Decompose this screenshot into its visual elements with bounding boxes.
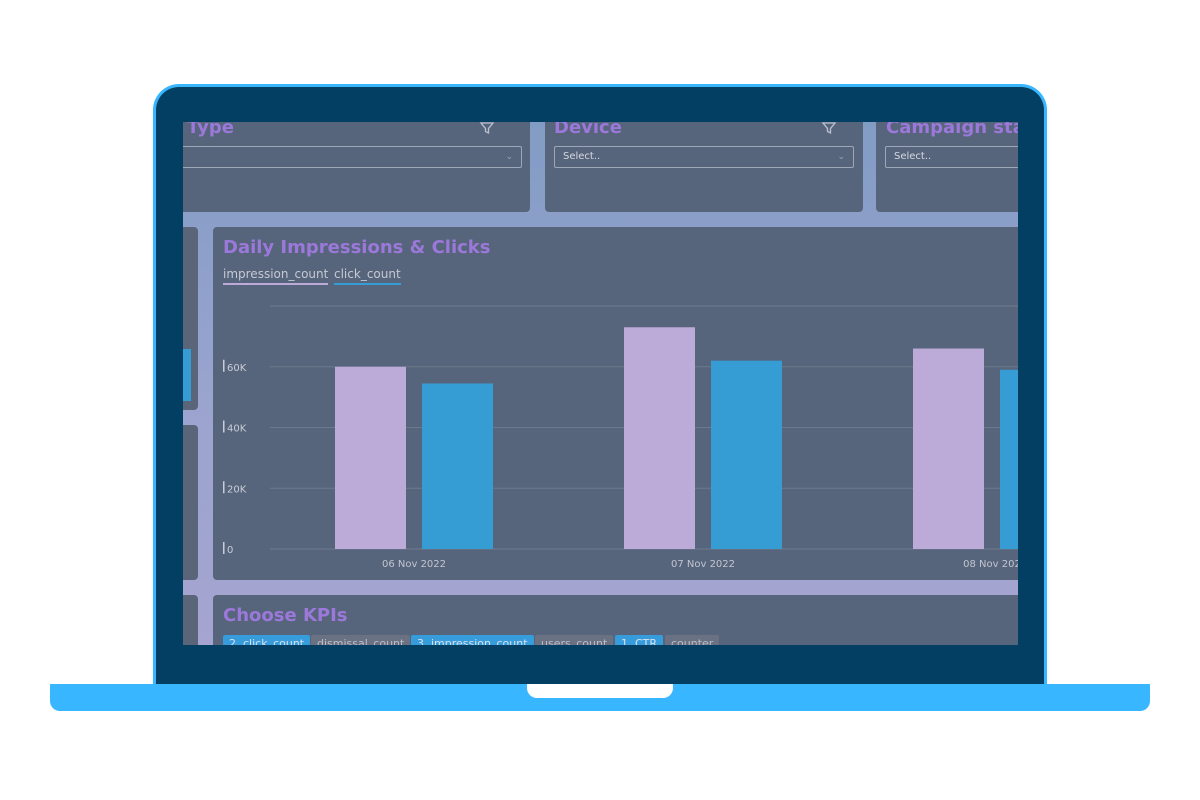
kpi-panel: Choose KPIs 2. click_count dismissal_coun… xyxy=(213,595,1018,645)
bar-impression-count xyxy=(624,327,695,549)
ytick-label: 0 xyxy=(227,545,233,556)
filter-panel-type: Type ⌄ xyxy=(183,122,530,212)
filter-panel-campaign-status: Campaign stat Select.. xyxy=(876,122,1018,212)
side-panel-bottom xyxy=(183,425,198,580)
kpi-chip[interactable]: users_count xyxy=(535,635,614,645)
chart-title: Daily Impressions & Clicks xyxy=(223,237,491,258)
filter-title: Type xyxy=(187,122,234,138)
laptop-notch xyxy=(527,684,673,698)
xtick-label: 08 Nov 202 xyxy=(963,559,1018,570)
legend-item-click-count[interactable]: click_count xyxy=(334,267,401,285)
ytick-marker xyxy=(223,542,225,554)
funnel-icon[interactable] xyxy=(479,122,495,136)
xtick-label: 07 Nov 2022 xyxy=(671,559,735,570)
ytick-label: 20K xyxy=(227,484,247,495)
kpi-chip[interactable]: counter xyxy=(665,635,720,645)
ytick-marker xyxy=(223,359,225,372)
bar-chart: 0 20K 40K 60K 06 Nov 2022 07 Nov 2022 08 Nov 2… xyxy=(223,305,1018,570)
ytick-label: 40K xyxy=(227,424,247,435)
bar-click-count xyxy=(711,360,782,549)
chevron-down-icon: ⌄ xyxy=(505,152,513,162)
bar-click-count xyxy=(1000,369,1018,549)
kpi-title: Choose KPIs xyxy=(223,605,348,626)
select-value: Select.. xyxy=(894,151,932,162)
filter-panel-device: Device Select.. ⌄ xyxy=(545,122,863,212)
side-bar-indicator xyxy=(183,349,191,401)
legend-item-impression-count[interactable]: impression_count xyxy=(223,267,329,285)
device-select[interactable]: Select.. ⌄ xyxy=(554,146,854,168)
bar-click-count xyxy=(422,383,493,549)
chevron-down-icon: ⌄ xyxy=(837,152,845,162)
type-select[interactable]: ⌄ xyxy=(183,146,522,168)
side-panel-kpi xyxy=(183,595,198,645)
kpi-chip[interactable]: 1. CTR xyxy=(615,635,664,645)
campaign-status-select[interactable]: Select.. xyxy=(885,146,1018,168)
xtick-label: 06 Nov 2022 xyxy=(382,559,446,570)
ytick-label: 60K xyxy=(227,363,247,374)
dashboard-screen: Type ⌄ Device Select.. ⌄ Campaign stat S… xyxy=(183,122,1018,645)
kpi-chip[interactable]: 3. impression_count xyxy=(411,635,534,645)
bar-impression-count xyxy=(335,366,406,549)
kpi-chip[interactable]: dismissal_count xyxy=(311,635,411,645)
bar-impression-count xyxy=(913,348,984,549)
chart-panel: Daily Impressions & Clicks impression_co… xyxy=(213,227,1018,580)
filter-title: Campaign stat xyxy=(886,122,1018,138)
select-value: Select.. xyxy=(563,151,601,162)
side-panel-top xyxy=(183,227,198,410)
ytick-marker xyxy=(223,481,225,494)
funnel-icon[interactable] xyxy=(821,122,837,136)
filter-title: Device xyxy=(554,122,622,138)
ytick-marker xyxy=(223,420,225,433)
kpi-chip[interactable]: 2. click_count xyxy=(223,635,311,645)
